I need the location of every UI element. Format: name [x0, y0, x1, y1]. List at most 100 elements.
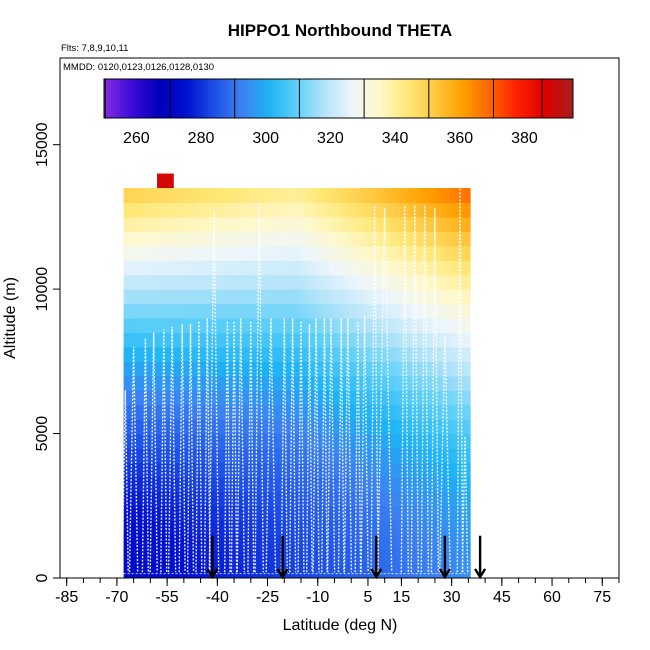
colorbar-cell — [137, 79, 142, 118]
field-cell — [354, 462, 361, 478]
field-cell — [394, 534, 401, 550]
field-cell — [384, 216, 391, 232]
colorbar-tick-label: 260 — [123, 130, 150, 147]
field-cell — [359, 289, 366, 305]
field-cell — [234, 332, 240, 348]
field-cell — [173, 289, 180, 305]
field-cell — [439, 202, 446, 218]
field-cell — [234, 491, 240, 507]
colorbar-cell — [315, 79, 319, 118]
colorbar-cell — [355, 79, 360, 118]
colorbar-cell — [506, 79, 510, 118]
field-cell — [329, 534, 336, 550]
field-cell — [439, 303, 446, 319]
field-cell — [324, 216, 331, 232]
colorbar-cell — [154, 79, 159, 118]
field-cell — [224, 433, 230, 449]
field-cell — [259, 534, 265, 550]
field-cell — [349, 549, 356, 565]
field-cell — [148, 390, 155, 406]
field-cell — [213, 260, 220, 276]
field-cell — [399, 231, 406, 247]
field-cell — [138, 332, 145, 348]
field-cell — [279, 318, 285, 334]
field-cell — [148, 346, 155, 362]
field-cell — [444, 520, 451, 536]
field-cell — [465, 462, 471, 478]
field-cell — [193, 390, 200, 406]
field-cell — [203, 188, 210, 204]
field-cell — [219, 419, 225, 435]
field-cell — [369, 274, 376, 290]
field-cell — [173, 375, 180, 391]
field-cell — [379, 274, 386, 290]
field-cell — [429, 332, 436, 348]
field-cell — [454, 202, 461, 218]
field-cell — [153, 433, 160, 449]
field-cell — [289, 433, 295, 449]
field-cell — [234, 390, 240, 406]
field-cell — [148, 419, 155, 435]
field-cell — [284, 289, 290, 305]
field-cell — [314, 563, 321, 578]
field-cell — [364, 303, 371, 319]
field-cell — [239, 216, 245, 232]
field-cell — [173, 231, 180, 247]
field-cell — [173, 260, 180, 276]
field-cell — [404, 303, 411, 319]
field-cell — [123, 303, 130, 319]
field-cell — [314, 274, 321, 290]
field-cell — [359, 563, 366, 578]
field-cell — [394, 202, 401, 218]
field-cell — [138, 202, 145, 218]
field-cell — [173, 346, 180, 362]
field-cell — [394, 289, 401, 305]
colorbar-tick-label: 340 — [382, 130, 409, 147]
field-cell — [344, 375, 351, 391]
field-cell — [434, 216, 441, 232]
field-cell — [429, 260, 436, 276]
field-cell — [264, 476, 270, 492]
field-cell — [309, 216, 315, 232]
field-cell — [364, 419, 371, 435]
field-cell — [429, 245, 436, 261]
field-cell — [369, 534, 376, 550]
field-cell — [289, 534, 295, 550]
field-cell — [193, 216, 200, 232]
flight-profiles — [121, 187, 469, 575]
field-cell — [264, 260, 270, 276]
field-cell — [465, 491, 471, 507]
field-cell — [178, 491, 185, 507]
field-cell — [465, 404, 471, 420]
field-cell — [334, 231, 341, 247]
field-cell — [379, 419, 386, 435]
field-cell — [394, 375, 401, 391]
field-cell — [449, 346, 456, 362]
field-cell — [158, 361, 165, 377]
field-cell — [354, 404, 361, 420]
colorbar-cell — [549, 79, 554, 118]
field-cell — [334, 563, 341, 578]
field-cell — [389, 520, 396, 536]
field-cell — [213, 202, 220, 218]
field-cell — [153, 274, 160, 290]
field-cell — [284, 216, 290, 232]
field-cell — [274, 491, 280, 507]
field-cell — [173, 404, 180, 420]
field-cell — [153, 346, 160, 362]
field-cell — [454, 505, 461, 521]
field-cell — [444, 274, 451, 290]
field-cell — [229, 202, 235, 218]
field-cell — [289, 563, 295, 578]
field-cell — [384, 534, 391, 550]
colorbar-cell — [187, 79, 192, 118]
colorbar-cell — [566, 79, 571, 118]
field-cell — [128, 361, 135, 377]
field-cell — [153, 462, 160, 478]
field-cell — [339, 520, 346, 536]
field-cell — [224, 462, 230, 478]
field-cell — [188, 274, 195, 290]
field-cell — [138, 346, 145, 362]
colorbar-cell — [325, 79, 329, 118]
field-cell — [314, 448, 321, 464]
